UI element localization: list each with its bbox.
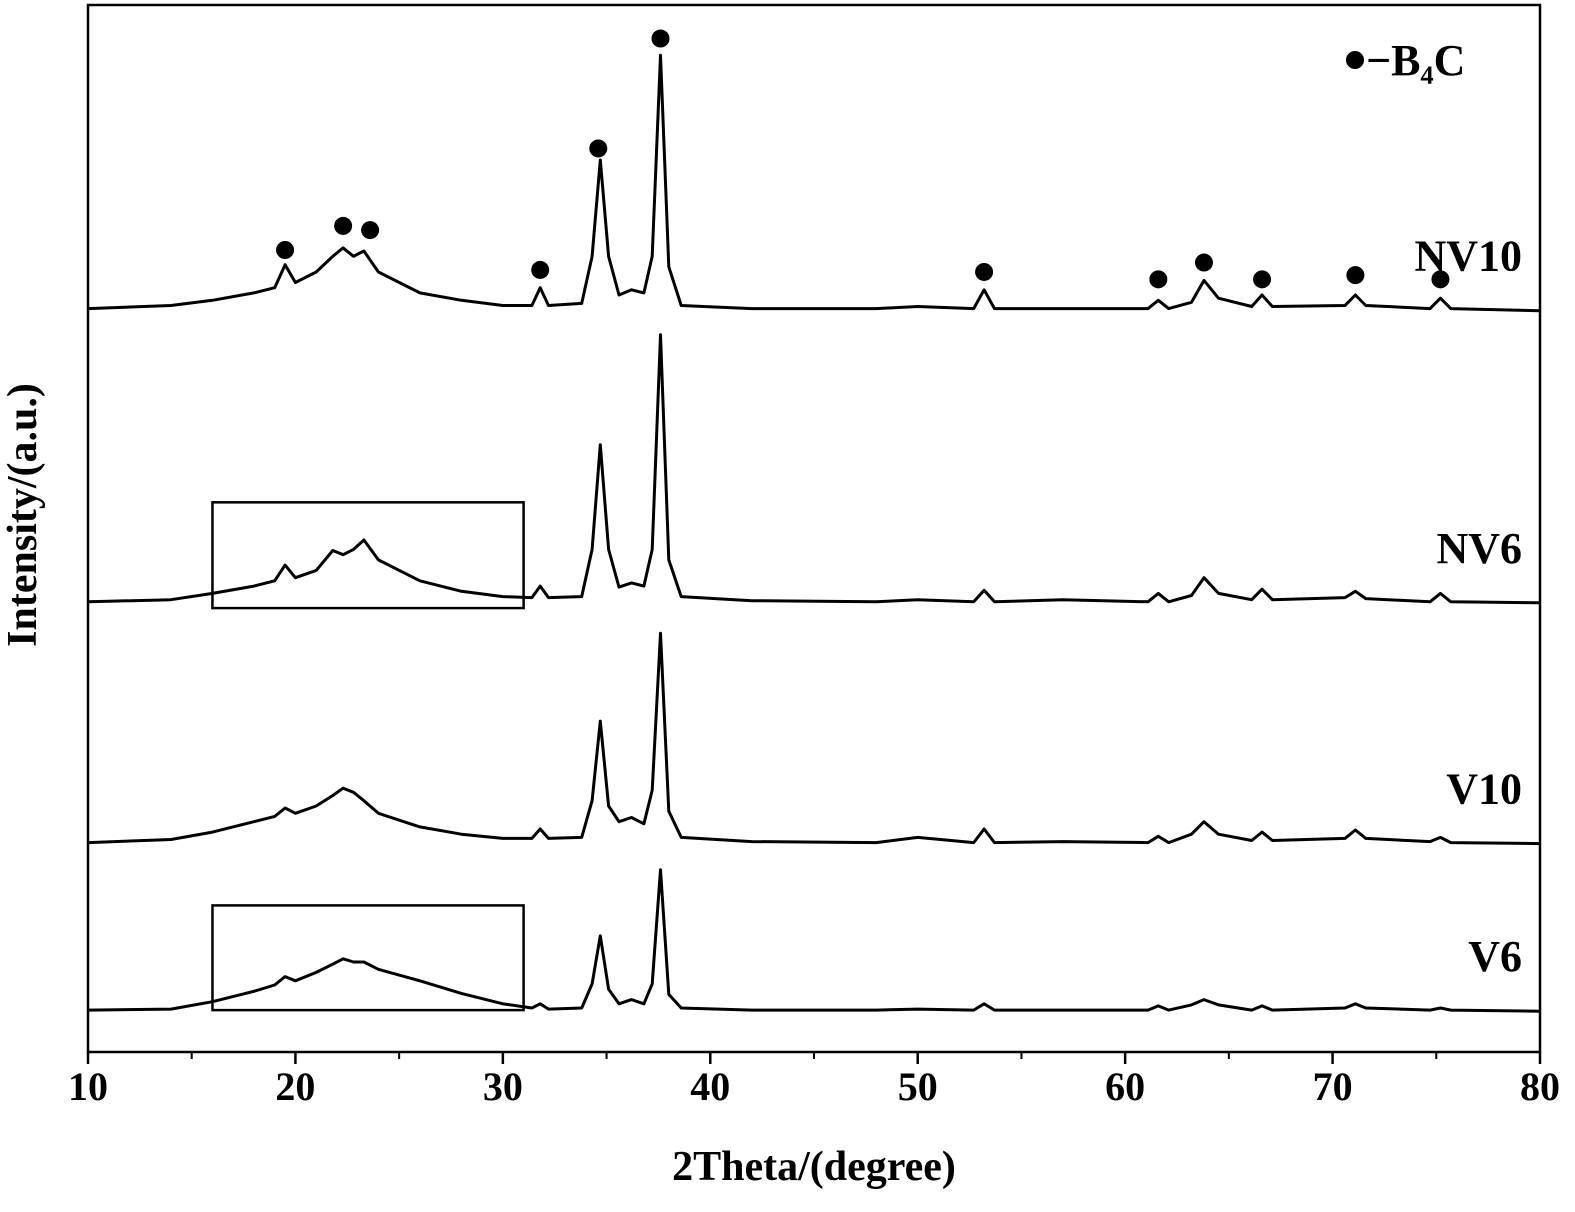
- peak-marker: [1431, 270, 1450, 289]
- x-tick-label: 70: [1313, 1064, 1353, 1109]
- peak-marker: [975, 262, 994, 281]
- peak-marker: [276, 240, 295, 259]
- peak-marker: [589, 139, 608, 158]
- x-tick-label: 20: [275, 1064, 315, 1109]
- plot-frame: [86, 3, 1542, 1054]
- peak-marker: [1346, 266, 1365, 285]
- x-tick-label: 80: [1520, 1064, 1560, 1109]
- series-line: [87, 868, 1541, 1013]
- peak-marker: [1194, 253, 1213, 272]
- series-label: V6: [1468, 932, 1522, 981]
- peak-marker: [651, 29, 670, 48]
- x-tick-label: 60: [1105, 1064, 1145, 1109]
- series-label: V10: [1446, 765, 1522, 814]
- series-line: [87, 53, 1541, 313]
- y-axis-label: Intensity/(a.u.): [0, 383, 46, 647]
- peak-marker: [334, 216, 353, 235]
- series-label: NV6: [1436, 524, 1522, 573]
- highlight-box: [211, 501, 525, 610]
- peak-marker: [1253, 270, 1272, 289]
- legend-marker: [1346, 51, 1364, 69]
- series-line: [87, 631, 1541, 846]
- x-axis-label: 2Theta/(degree): [672, 1144, 956, 1190]
- peak-marker: [361, 221, 380, 240]
- x-tick-label: 40: [690, 1064, 730, 1109]
- legend-label: −B₄C: [1366, 36, 1465, 85]
- x-tick-label: 10: [68, 1064, 108, 1109]
- peak-marker: [1149, 270, 1168, 289]
- series-label: NV10: [1414, 232, 1522, 281]
- x-tick-label: 50: [898, 1064, 938, 1109]
- x-tick-label: 30: [483, 1064, 523, 1109]
- series-line: [87, 333, 1541, 605]
- peak-marker: [531, 260, 550, 279]
- highlight-box: [211, 904, 525, 1012]
